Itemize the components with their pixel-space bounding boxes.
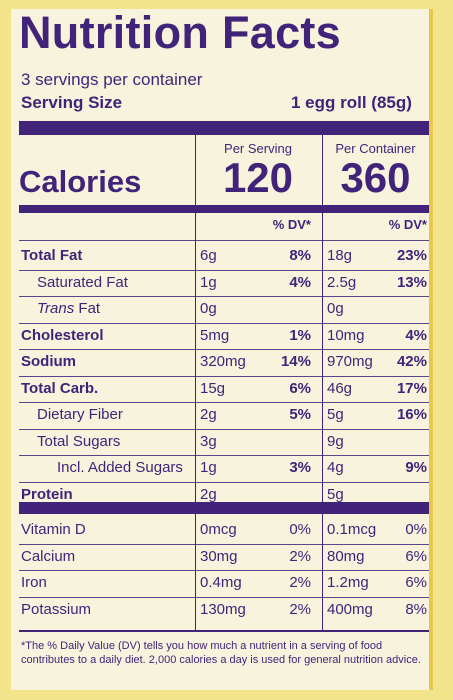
per-container-header: Per Container: [335, 141, 416, 156]
nutrient-label: Saturated Fat: [37, 273, 128, 291]
serving-amount: 2g: [200, 406, 217, 423]
thin-divider-bottom: [19, 630, 429, 632]
serving-amount: 3g: [200, 432, 217, 450]
nutrient-label: Protein: [21, 485, 73, 503]
container-dv: 4%: [405, 326, 427, 344]
row-line: [19, 570, 429, 571]
serving-dv: 5%: [289, 406, 311, 423]
nutrition-label: Nutrition Facts 3 servings per container…: [11, 7, 443, 692]
container-dv: 16%: [396, 406, 427, 423]
serving-amount: 1g: [200, 459, 217, 476]
vitamin-serving-dv: 2%: [289, 574, 311, 591]
thick-divider-mid: [19, 502, 429, 514]
vitamin-serving-dv: 2%: [289, 547, 311, 565]
nutrient-label: Cholesterol: [21, 326, 104, 344]
vitamin-container-amount: 80mg: [327, 547, 365, 565]
vitamin-container-amount: 400mg: [327, 600, 373, 618]
vitamin-label: Calcium: [21, 547, 76, 565]
row-line: [19, 269, 429, 271]
container-amount: 970mg: [327, 353, 373, 370]
serving-amount: 320mg: [200, 353, 246, 370]
serving-amount: 5mg: [200, 326, 230, 344]
nutrient-label: Trans Fat: [37, 300, 100, 317]
row-line: [19, 322, 429, 324]
row-line: [19, 375, 429, 377]
container-dv: 42%: [396, 353, 427, 370]
serving-dv: 1%: [289, 326, 311, 344]
container-amount: 5g: [327, 406, 344, 423]
vitamin-serving-dv: 2%: [289, 600, 311, 618]
container-amount: 4g: [327, 459, 344, 476]
serving-size-label: Serving Size: [21, 93, 123, 112]
nutrient-label: Dietary Fiber: [37, 406, 123, 423]
row-line: [19, 455, 429, 456]
row-line: [19, 240, 429, 241]
container-dv: 23%: [396, 247, 427, 264]
serving-dv: 6%: [289, 379, 311, 397]
nutrient-label: Total Carb.: [21, 379, 99, 397]
nutrient-label: Total Fat: [21, 247, 83, 264]
serving-size-value: 1 egg roll (85g): [291, 93, 412, 112]
serving-dv: 14%: [280, 353, 311, 370]
serving-amount: 0g: [200, 300, 217, 317]
container-dv: 13%: [396, 273, 427, 291]
nutrient-label: Total Sugars: [37, 432, 121, 450]
nutrient-label-italic: Trans: [37, 300, 75, 317]
row-line: [19, 428, 429, 430]
nutrient-label-rest: Fat: [74, 300, 101, 317]
serving-dv: 4%: [289, 273, 311, 291]
per-serving-header: Per Serving: [224, 141, 292, 156]
serving-amount: 2g: [200, 485, 217, 503]
vitamin-container-dv: 8%: [405, 600, 427, 618]
container-amount: 2.5g: [327, 273, 357, 291]
row-line: [19, 543, 429, 545]
dv-header-serving: % DV*: [272, 217, 311, 232]
nutrition-panel: Nutrition Facts 3 servings per container…: [11, 7, 429, 690]
vitamin-container-dv: 6%: [405, 574, 427, 591]
servings-per-container: 3 servings per container: [21, 70, 203, 89]
vitamin-label: Iron: [21, 574, 47, 591]
row-line: [19, 481, 429, 483]
vitamin-label: Vitamin D: [21, 521, 86, 538]
container-dv: 17%: [396, 379, 427, 397]
vitamin-container-dv: 6%: [405, 547, 427, 565]
dv-header-container: % DV*: [388, 217, 427, 232]
serving-amount: 1g: [200, 273, 217, 291]
daily-value-footnote: *The % Daily Value (DV) tells you how mu…: [21, 640, 421, 666]
nutrient-label: Sodium: [21, 353, 76, 370]
nutrient-label: Incl. Added Sugars: [57, 459, 183, 476]
vitamin-serving-amount: 130mg: [200, 600, 246, 618]
container-amount: 18g: [327, 247, 353, 264]
label-title: Nutrition Facts: [19, 7, 342, 58]
serving-amount: 15g: [200, 379, 226, 397]
container-amount: 46g: [327, 379, 353, 397]
serving-amount: 6g: [200, 247, 217, 264]
vitamin-serving-dv: 0%: [289, 521, 311, 538]
row-line: [19, 349, 429, 350]
calories-per-serving: 120: [222, 154, 294, 201]
vitamin-serving-amount: 30mg: [200, 547, 238, 565]
vitamin-container-dv: 0%: [405, 521, 427, 538]
container-amount: 9g: [327, 432, 344, 450]
calories-per-container: 360: [340, 154, 411, 201]
vitamin-serving-amount: 0mcg: [200, 521, 237, 538]
serving-dv: 8%: [289, 247, 311, 264]
vitamin-label: Potassium: [21, 600, 92, 618]
serving-dv: 3%: [289, 459, 311, 476]
thick-divider-top: [19, 121, 429, 135]
column-divider-serving: [195, 135, 196, 630]
vitamin-container-amount: 1.2mg: [327, 574, 369, 591]
column-divider-container: [322, 135, 323, 630]
row-line: [19, 402, 429, 403]
calories-divider: [19, 205, 429, 213]
container-amount: 10mg: [327, 326, 365, 344]
row-line: [19, 596, 429, 598]
calories-label: Calories: [19, 164, 142, 199]
vitamin-container-amount: 0.1mcg: [327, 521, 377, 538]
vitamin-serving-amount: 0.4mg: [200, 574, 242, 591]
container-amount: 0g: [327, 300, 344, 317]
container-dv: 9%: [405, 459, 427, 476]
row-line: [19, 296, 429, 297]
container-amount: 5g: [327, 485, 344, 503]
